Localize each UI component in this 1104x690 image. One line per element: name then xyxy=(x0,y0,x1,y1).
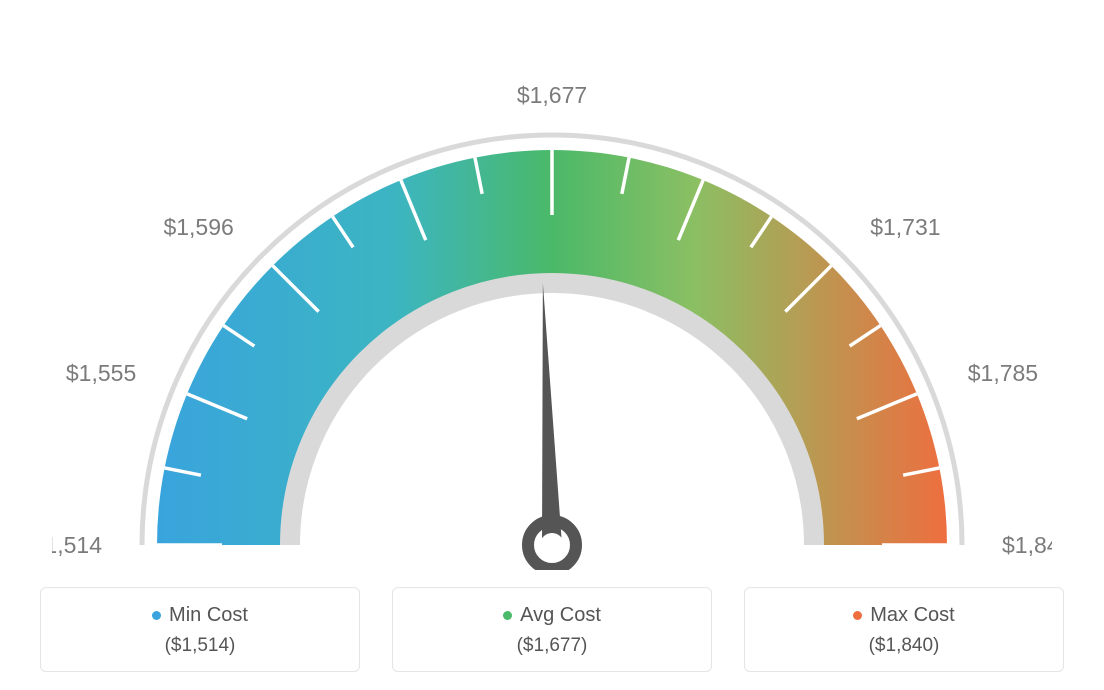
gauge-chart: $1,514 $1,555 $1,596 $1,677 $1,731 $1,785 $1,8… xyxy=(52,40,1052,570)
svg-text:$1,731: $1,731 xyxy=(870,214,940,240)
legend-title-avg: Avg Cost xyxy=(503,604,601,627)
cost-gauge-widget: $1,514 $1,555 $1,596 $1,677 $1,731 $1,785 $1,8… xyxy=(0,0,1104,690)
svg-text:$1,596: $1,596 xyxy=(163,214,233,240)
legend-card-max: Max Cost ($1,840) xyxy=(744,587,1064,672)
legend-value: ($1,514) xyxy=(51,635,349,657)
legend-card-min: Min Cost ($1,514) xyxy=(40,587,360,672)
dot-icon xyxy=(503,611,512,620)
svg-text:$1,785: $1,785 xyxy=(968,360,1038,386)
legend-label: Max Cost xyxy=(870,604,954,627)
legend-label: Avg Cost xyxy=(520,604,601,627)
legend-label: Min Cost xyxy=(169,604,248,627)
dot-icon xyxy=(853,611,862,620)
svg-text:$1,840: $1,840 xyxy=(1002,532,1052,558)
svg-text:$1,555: $1,555 xyxy=(66,360,136,386)
dot-icon xyxy=(152,611,161,620)
legend-value: ($1,840) xyxy=(755,635,1053,657)
svg-text:$1,514: $1,514 xyxy=(52,532,102,558)
legend-value: ($1,677) xyxy=(403,635,701,657)
legend-row: Min Cost ($1,514) Avg Cost ($1,677) Max … xyxy=(0,587,1104,672)
legend-title-max: Max Cost xyxy=(853,604,954,627)
legend-title-min: Min Cost xyxy=(152,604,248,627)
svg-text:$1,677: $1,677 xyxy=(517,82,587,108)
legend-card-avg: Avg Cost ($1,677) xyxy=(392,587,712,672)
